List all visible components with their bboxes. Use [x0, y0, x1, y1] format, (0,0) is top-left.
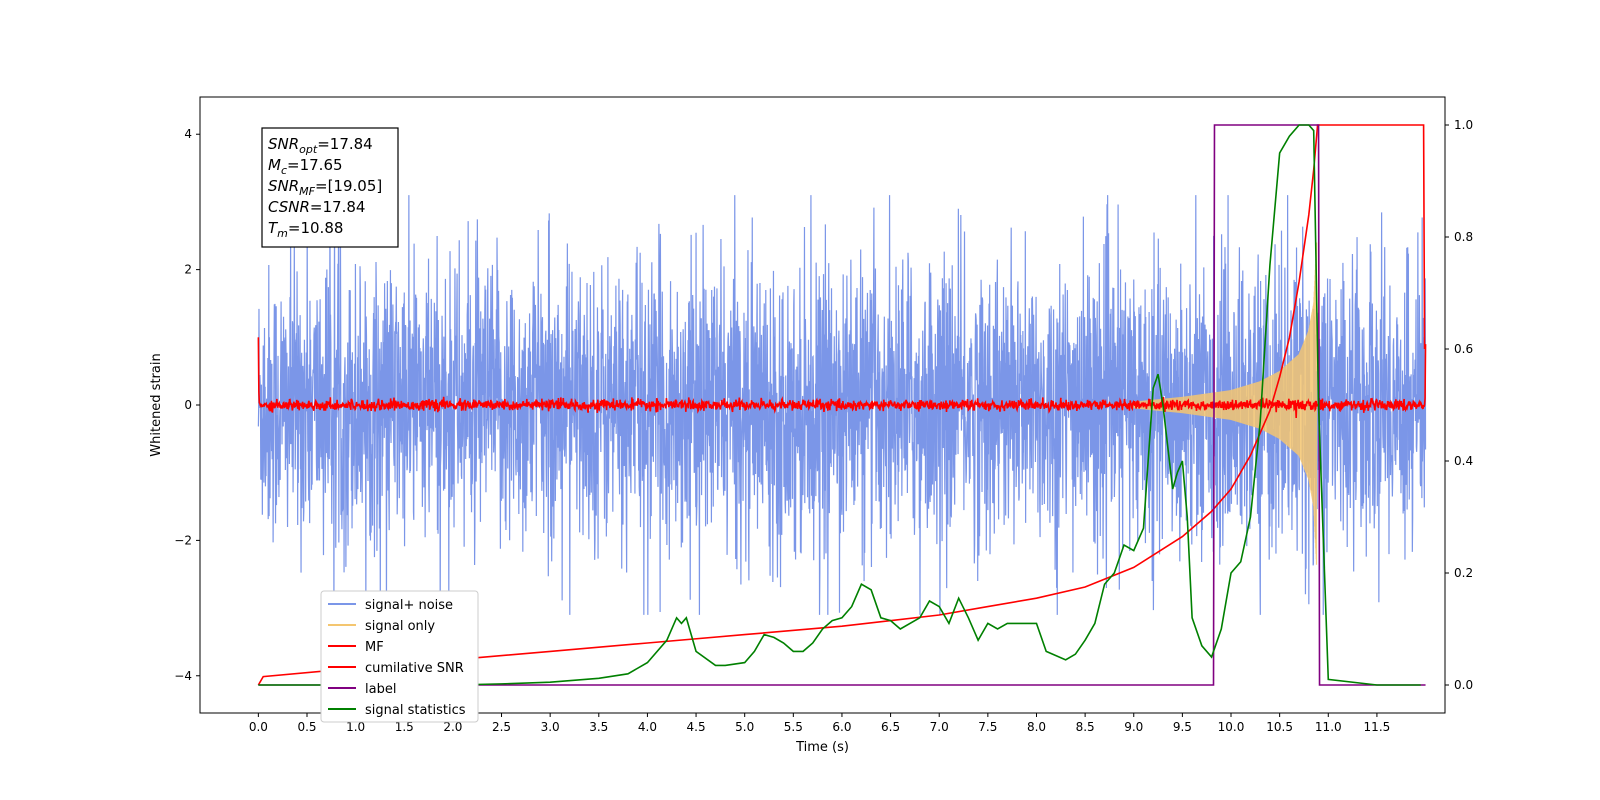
- x-tick-label: 3.5: [589, 720, 608, 734]
- series-mf: [257, 337, 1427, 419]
- x-tick-label: 1.5: [395, 720, 414, 734]
- y-left-tick-label: −2: [174, 533, 192, 547]
- annotation-box: SNRopt=17.84Mc=17.65SNRMF=[19.05]CSNR=17…: [261, 127, 399, 248]
- x-tick-label: 9.5: [1173, 720, 1192, 734]
- x-tick-label: 1.0: [346, 720, 365, 734]
- x-tick-label: 5.0: [735, 720, 754, 734]
- annotation-line: Tm=10.88: [268, 219, 343, 240]
- y-right-tick-label: 0.8: [1454, 230, 1473, 244]
- x-tick-label: 3.0: [541, 720, 560, 734]
- x-tick-label: 4.0: [638, 720, 657, 734]
- x-tick-label: 6.5: [881, 720, 900, 734]
- x-tick-label: 6.0: [832, 720, 851, 734]
- series-layer: [257, 124, 1427, 686]
- y-right-tick-label: 0.0: [1454, 678, 1473, 692]
- annotation-line: CSNR=17.84: [268, 198, 365, 216]
- annotation-frame: [261, 127, 399, 248]
- x-tick-label: 8.5: [1076, 720, 1095, 734]
- x-tick-label: 10.0: [1218, 720, 1245, 734]
- y-left-tick-label: 0: [184, 398, 192, 412]
- legend-label: label: [365, 682, 396, 697]
- x-tick-label: 7.5: [978, 720, 997, 734]
- legend-label: signal only: [365, 619, 435, 634]
- x-tick-label: 11.5: [1364, 720, 1391, 734]
- x-tick-label: 0.0: [249, 720, 268, 734]
- axes-layer: 0.0 0.5 1.0 1.5 2.0 2.5 3.0 3.5 4.0 4.5 5.0 5.5 6.0 6…: [174, 118, 1473, 734]
- y-left-tick-label: 4: [184, 127, 192, 141]
- legend-label: MF: [365, 640, 384, 655]
- series-signal-statistics: [258, 124, 1421, 686]
- x-tick-label: 5.5: [784, 720, 803, 734]
- annotation-line: SNRopt=17.84: [268, 135, 373, 156]
- x-tick-label: 0.5: [297, 720, 316, 734]
- x-axis-label: Time (s): [795, 740, 849, 755]
- series-cumulative-snr: [257, 124, 1426, 686]
- series-label: [258, 124, 1426, 686]
- x-tick-label: 8.0: [1027, 720, 1046, 734]
- y-axis-label: Whitened strain: [149, 353, 164, 456]
- x-tick-label: 10.5: [1266, 720, 1293, 734]
- y-right-tick-label: 0.2: [1454, 566, 1473, 580]
- x-tick-label: 9.0: [1124, 720, 1143, 734]
- y-left-tick-label: 2: [184, 263, 192, 277]
- y-right-tick-label: 0.6: [1454, 342, 1473, 356]
- y-right-tick-label: 1.0: [1454, 118, 1473, 132]
- legend-label: signal+ noise: [365, 598, 453, 613]
- legend-frame: [320, 590, 479, 723]
- y-right-tick-label: 0.4: [1454, 454, 1473, 468]
- x-tick-label: 4.5: [687, 720, 706, 734]
- annotation-line: Mc=17.65: [268, 156, 343, 177]
- x-tick-label: 2.0: [443, 720, 462, 734]
- y-left-tick-label: −4: [174, 669, 192, 683]
- x-tick-label: 2.5: [492, 720, 511, 734]
- legend: signal+ noise signal only MF cumilative SNR…: [320, 590, 479, 723]
- x-tick-label: 11.0: [1315, 720, 1342, 734]
- x-tick-label: 7.0: [930, 720, 949, 734]
- legend-label: cumilative SNR: [365, 661, 464, 676]
- annotation-line: SNRMF=[19.05]: [268, 177, 382, 198]
- legend-label: signal statistics: [365, 703, 466, 718]
